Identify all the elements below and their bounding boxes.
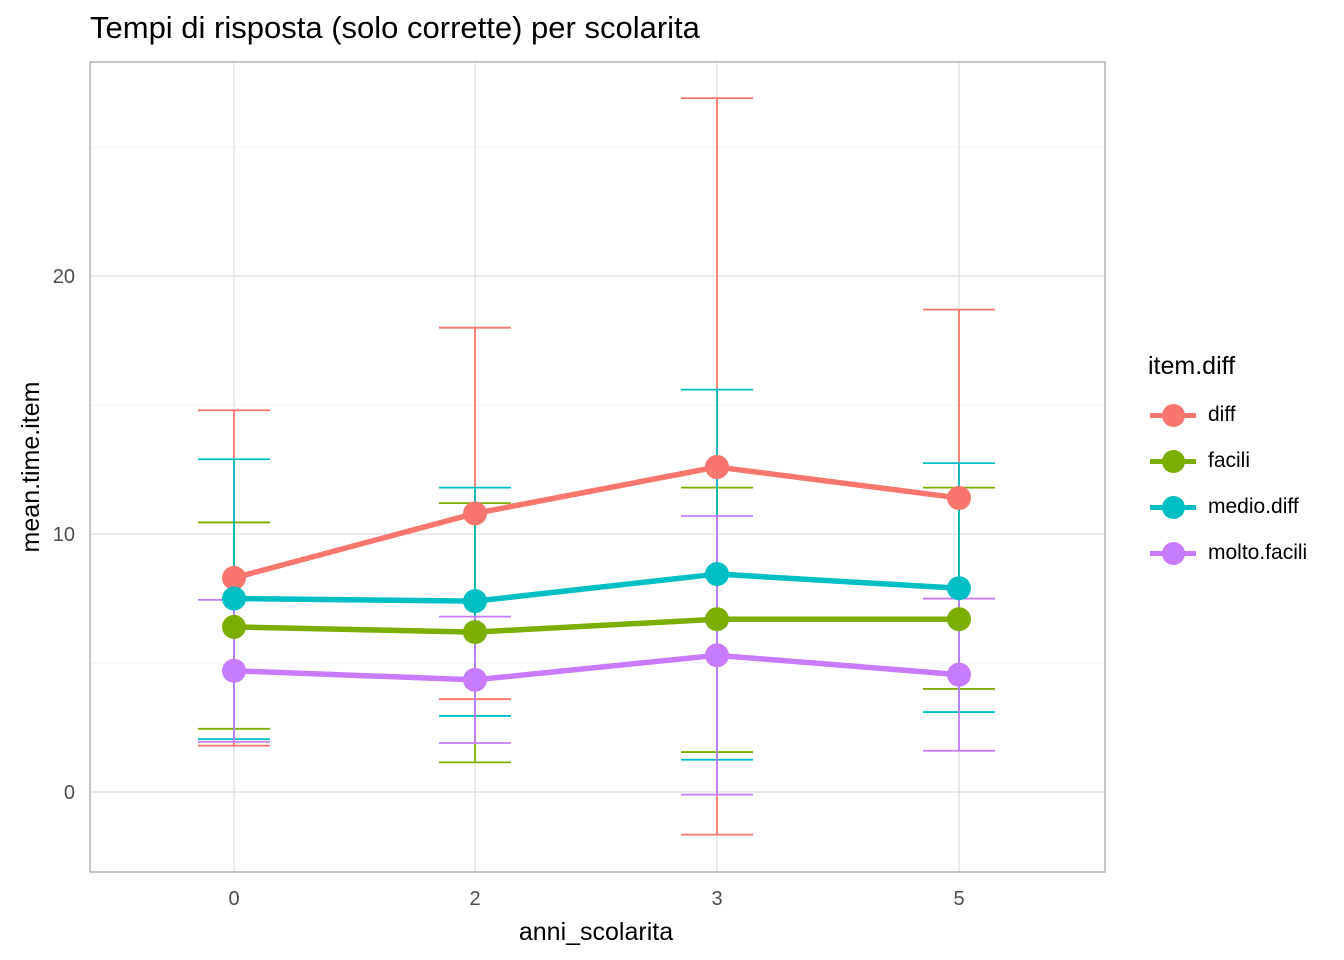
legend-title: item.diff bbox=[1148, 352, 1236, 380]
legend-key-dot bbox=[1162, 404, 1185, 427]
axis-labels: 0 10 20 0 2 3 5 bbox=[53, 266, 965, 910]
legend-key-dot bbox=[1162, 450, 1185, 473]
legend-item-diff: diff bbox=[1148, 393, 1236, 439]
legend-label: molto.facili bbox=[1208, 541, 1308, 564]
data-point-medio.diff bbox=[463, 589, 487, 614]
legend-key-dot bbox=[1162, 542, 1185, 565]
legend-label: diff bbox=[1208, 403, 1236, 426]
legend-label: facili bbox=[1208, 449, 1251, 472]
x-axis-label: anni_scolarita bbox=[519, 918, 673, 946]
data-point-facili bbox=[947, 607, 971, 632]
data-point-diff bbox=[463, 501, 487, 526]
data-point-medio.diff bbox=[705, 562, 729, 587]
legend-key bbox=[1148, 485, 1198, 531]
y-axis-label: mean.time.item bbox=[17, 382, 45, 553]
legend-item-medio.diff: medio.diff bbox=[1148, 485, 1299, 531]
x-tick-label: 2 bbox=[469, 888, 480, 910]
data-point-molto.facili bbox=[947, 662, 971, 687]
legend-key bbox=[1148, 393, 1198, 439]
legend-key-dot bbox=[1162, 496, 1185, 519]
x-tick-label: 5 bbox=[953, 888, 964, 910]
chart-title: Tempi di risposta (solo corrette) per sc… bbox=[90, 10, 700, 45]
legend-key bbox=[1148, 439, 1198, 485]
legend-item-facili: facili bbox=[1148, 439, 1250, 485]
series-line-medio.diff bbox=[233, 571, 960, 604]
legend: item.diff diff facili medio.diff molto.faci… bbox=[1148, 352, 1307, 577]
data-point-medio.diff bbox=[947, 576, 971, 601]
panel-border bbox=[89, 61, 1106, 873]
series-line-molto.facili bbox=[233, 652, 960, 683]
legend-key bbox=[1148, 531, 1198, 577]
legend-items: diff facili medio.diff molto.facili bbox=[1148, 393, 1307, 577]
data-point-molto.facili bbox=[705, 643, 729, 668]
legend-label: medio.diff bbox=[1208, 495, 1299, 518]
data-point-molto.facili bbox=[222, 658, 246, 683]
series-line-facili bbox=[233, 616, 959, 635]
y-tick-label: 10 bbox=[53, 524, 75, 546]
data-point-medio.diff bbox=[222, 586, 246, 611]
x-tick-label: 3 bbox=[711, 888, 722, 910]
data-point-diff bbox=[705, 455, 729, 479]
y-tick-label: 0 bbox=[64, 782, 75, 804]
data-point-facili bbox=[222, 614, 246, 639]
y-tick-label: 20 bbox=[53, 266, 75, 288]
series-points bbox=[222, 455, 971, 692]
series-lines bbox=[233, 464, 960, 683]
legend-item-molto.facili: molto.facili bbox=[1148, 531, 1307, 577]
series-line-diff bbox=[233, 464, 960, 581]
data-point-facili bbox=[463, 620, 487, 645]
data-point-diff bbox=[222, 565, 246, 590]
data-point-facili bbox=[705, 607, 729, 632]
data-point-diff bbox=[947, 485, 971, 510]
x-tick-label: 0 bbox=[228, 888, 239, 910]
data-point-molto.facili bbox=[463, 667, 487, 692]
error-bars bbox=[198, 97, 995, 836]
